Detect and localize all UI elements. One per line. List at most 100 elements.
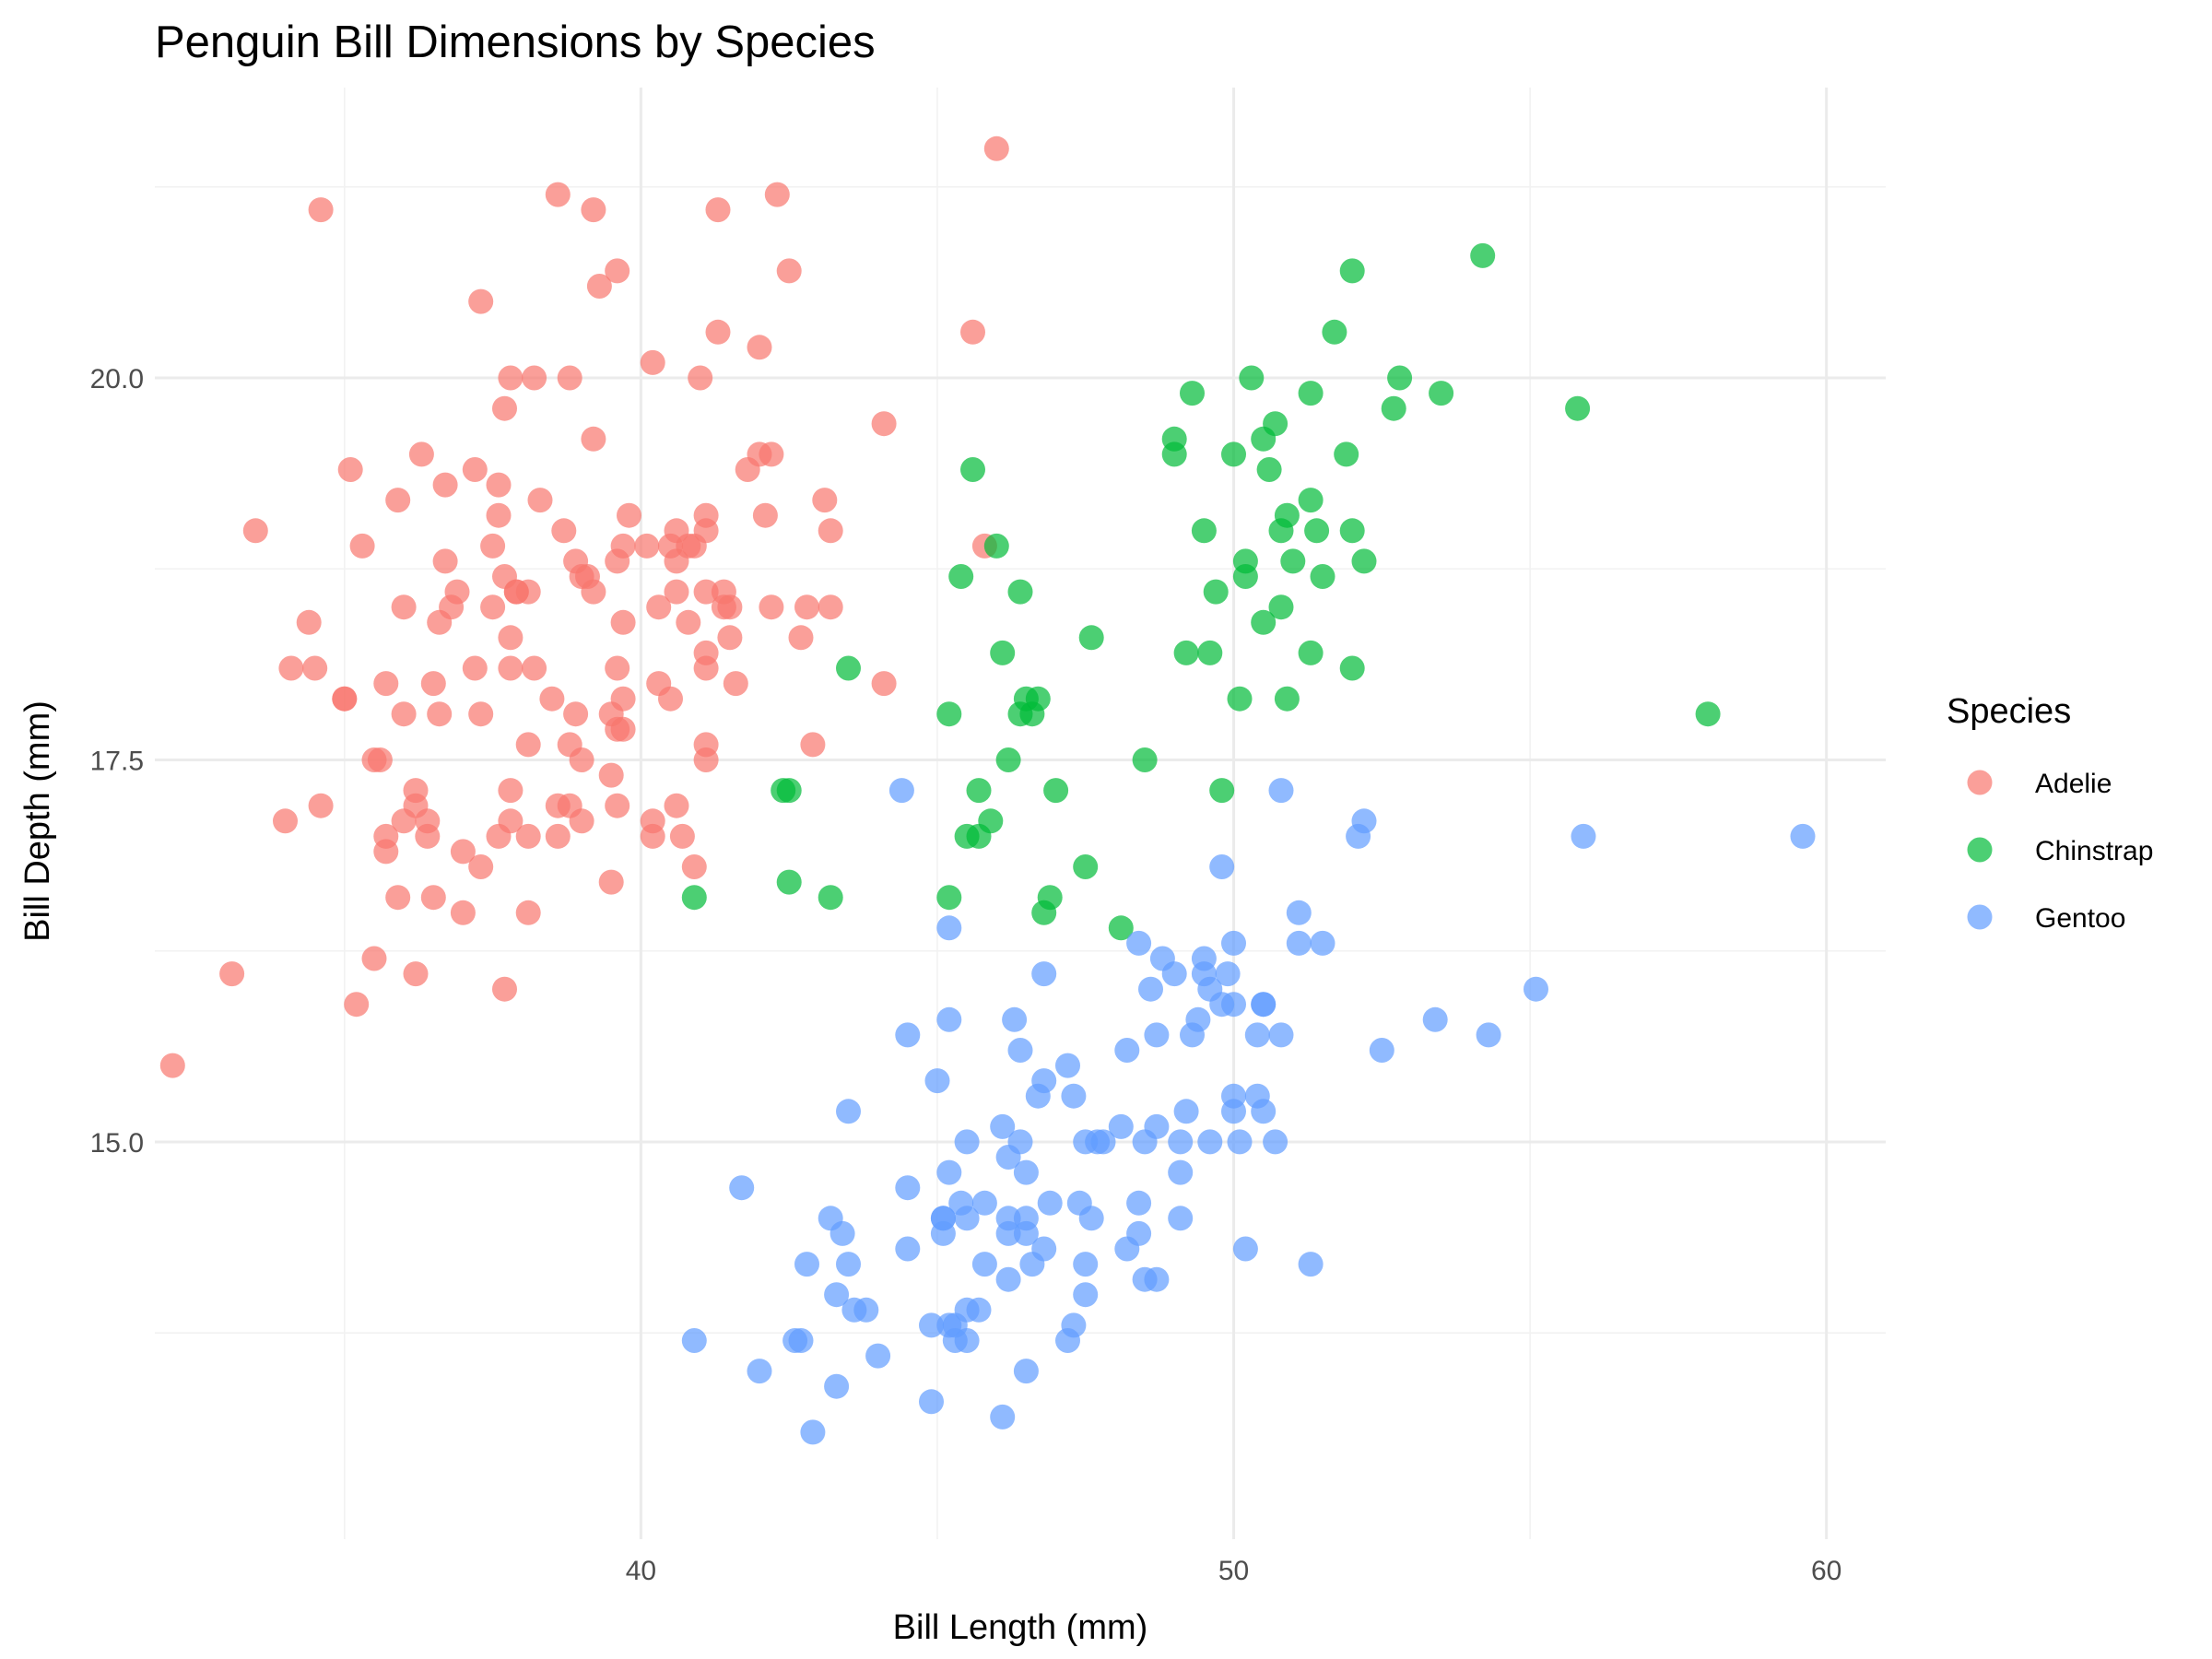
data-point-chinstrap bbox=[818, 885, 843, 911]
data-point-adelie bbox=[557, 732, 582, 758]
data-point-chinstrap bbox=[1381, 395, 1406, 421]
data-point-chinstrap bbox=[776, 869, 802, 895]
data-point-adelie bbox=[468, 854, 494, 879]
y-tick-label: 20.0 bbox=[90, 364, 144, 394]
data-point-chinstrap bbox=[936, 885, 962, 911]
data-point-adelie bbox=[420, 885, 446, 911]
data-point-adelie bbox=[480, 594, 506, 620]
data-point-gentoo bbox=[924, 1068, 950, 1094]
data-point-gentoo bbox=[1073, 1129, 1099, 1155]
data-point-gentoo bbox=[1144, 1022, 1170, 1048]
data-point-adelie bbox=[735, 457, 760, 482]
data-point-adelie bbox=[983, 135, 1009, 161]
data-point-gentoo bbox=[788, 1328, 814, 1353]
data-point-chinstrap bbox=[1203, 579, 1229, 605]
data-point-gentoo bbox=[1031, 1236, 1057, 1262]
data-point-chinstrap bbox=[960, 457, 985, 482]
data-point-gentoo bbox=[1132, 1266, 1158, 1292]
data-point-adelie bbox=[515, 732, 541, 758]
data-point-adelie bbox=[468, 288, 494, 314]
data-point-gentoo bbox=[1422, 1006, 1448, 1032]
data-point-gentoo bbox=[1114, 1038, 1140, 1063]
data-point-gentoo bbox=[1221, 1083, 1246, 1109]
data-point-gentoo bbox=[995, 1266, 1021, 1292]
legend-label-adelie: Adelie bbox=[2035, 769, 2112, 799]
data-point-gentoo bbox=[853, 1297, 879, 1323]
data-point-chinstrap bbox=[1031, 900, 1057, 925]
data-point-adelie bbox=[688, 365, 713, 391]
y-axis-title: Bill Depth (mm) bbox=[18, 700, 57, 942]
data-point-adelie bbox=[610, 533, 636, 559]
data-point-gentoo bbox=[794, 1252, 819, 1277]
data-point-adelie bbox=[723, 671, 748, 697]
data-point-chinstrap bbox=[1197, 640, 1223, 665]
data-point-chinstrap bbox=[1007, 701, 1033, 727]
data-point-gentoo bbox=[1031, 961, 1057, 987]
data-point-gentoo bbox=[1013, 1220, 1039, 1246]
data-point-chinstrap bbox=[1043, 778, 1069, 804]
data-point-adelie bbox=[242, 518, 268, 544]
data-point-gentoo bbox=[1263, 1129, 1288, 1155]
data-point-adelie bbox=[569, 808, 594, 834]
data-point-adelie bbox=[349, 533, 375, 559]
data-point-gentoo bbox=[1037, 1190, 1063, 1216]
y-axis-ticks: 15.0 17.5 20.0 bbox=[90, 364, 144, 1159]
data-point-adelie bbox=[610, 609, 636, 635]
data-point-adelie bbox=[408, 441, 434, 467]
data-point-adelie bbox=[361, 946, 387, 971]
data-point-gentoo bbox=[954, 1206, 980, 1231]
data-point-adelie bbox=[759, 441, 784, 467]
data-point-gentoo bbox=[895, 1175, 921, 1201]
data-point-adelie bbox=[818, 518, 843, 544]
data-point-gentoo bbox=[1073, 1252, 1099, 1277]
data-point-chinstrap bbox=[1274, 686, 1300, 712]
data-point-gentoo bbox=[919, 1312, 944, 1338]
data-point-adelie bbox=[539, 686, 565, 712]
data-point-adelie bbox=[373, 823, 399, 849]
data-point-adelie bbox=[681, 854, 707, 879]
data-point-adelie bbox=[450, 900, 476, 925]
data-point-chinstrap bbox=[1227, 686, 1253, 712]
data-point-adelie bbox=[551, 518, 577, 544]
data-point-gentoo bbox=[1013, 1359, 1039, 1384]
data-point-gentoo bbox=[954, 1129, 980, 1155]
data-point-chinstrap bbox=[1339, 258, 1365, 284]
data-point-adelie bbox=[610, 716, 636, 742]
data-point-chinstrap bbox=[1073, 854, 1099, 879]
data-point-gentoo bbox=[1268, 1022, 1294, 1048]
data-point-adelie bbox=[605, 258, 630, 284]
data-point-gentoo bbox=[1571, 823, 1596, 849]
data-point-chinstrap bbox=[1078, 625, 1104, 651]
data-point-gentoo bbox=[1251, 992, 1277, 1018]
data-point-adelie bbox=[522, 655, 547, 681]
data-point-adelie bbox=[450, 839, 476, 865]
data-point-adelie bbox=[545, 182, 571, 207]
data-points bbox=[159, 135, 1816, 1445]
data-point-adelie bbox=[468, 701, 494, 727]
data-point-chinstrap bbox=[948, 564, 974, 589]
data-point-adelie bbox=[492, 395, 517, 421]
data-point-adelie bbox=[960, 319, 985, 345]
data-point-gentoo bbox=[1209, 992, 1235, 1018]
data-point-chinstrap bbox=[1565, 395, 1591, 421]
data-point-chinstrap bbox=[1470, 242, 1496, 268]
data-point-gentoo bbox=[1168, 1129, 1194, 1155]
data-point-gentoo bbox=[930, 1220, 956, 1246]
data-point-gentoo bbox=[1108, 1113, 1134, 1139]
data-point-gentoo bbox=[1138, 976, 1163, 1002]
data-point-gentoo bbox=[936, 1159, 962, 1185]
data-point-adelie bbox=[664, 579, 689, 605]
data-point-gentoo bbox=[1168, 1206, 1194, 1231]
data-point-adelie bbox=[586, 274, 612, 299]
data-point-gentoo bbox=[1002, 1006, 1028, 1032]
data-point-adelie bbox=[794, 594, 819, 620]
data-point-adelie bbox=[515, 823, 541, 849]
data-point-adelie bbox=[308, 197, 334, 223]
data-point-adelie bbox=[498, 655, 524, 681]
data-point-gentoo bbox=[1286, 930, 1312, 956]
data-point-gentoo bbox=[1251, 1099, 1277, 1124]
data-point-adelie bbox=[759, 594, 784, 620]
x-axis-ticks: 40 50 60 bbox=[626, 1556, 1842, 1586]
data-point-gentoo bbox=[1066, 1190, 1092, 1216]
data-point-gentoo bbox=[1061, 1083, 1087, 1109]
